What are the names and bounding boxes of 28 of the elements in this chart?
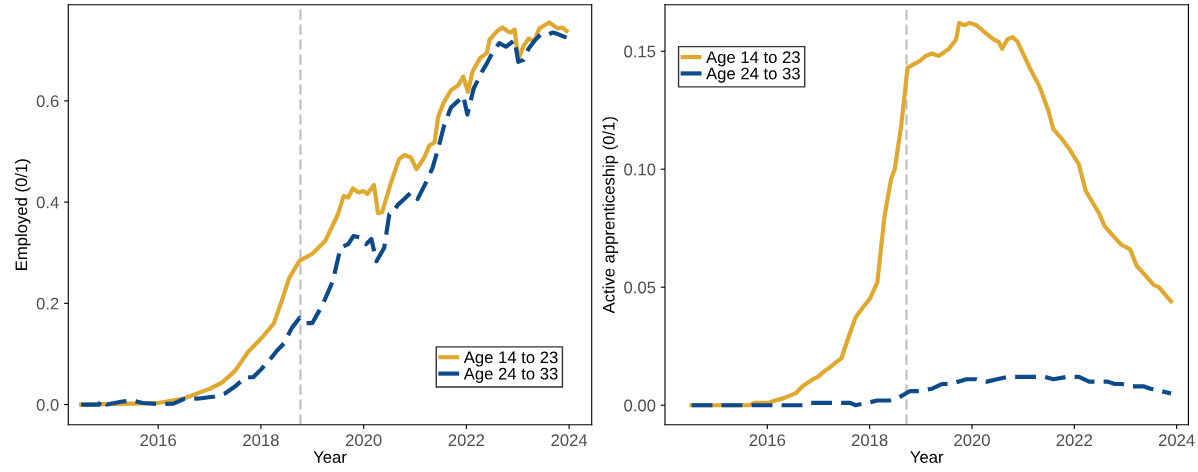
- y-tick-label: 0.2: [36, 297, 59, 310]
- x-tick-label: 2022: [448, 434, 485, 447]
- legend-label: Age 24 to 33: [463, 367, 558, 383]
- x-tick-label: 2024: [551, 434, 588, 447]
- x-axis-title: Year: [313, 451, 347, 463]
- y-tick-label: 0.15: [624, 45, 656, 58]
- x-axis-title: Year: [910, 451, 944, 463]
- y-tick-label: 0.05: [624, 281, 656, 294]
- line-series: [689, 20, 1174, 408]
- x-tick-label: 2022: [1056, 434, 1093, 447]
- y-tick-label: 0.6: [36, 95, 59, 108]
- x-tick-label: 2024: [1158, 434, 1195, 447]
- y-tick-label: 0.10: [624, 163, 656, 176]
- legend-label: Age 24 to 33: [706, 67, 800, 83]
- line-series: [689, 374, 1174, 408]
- y-tick-label: 0.4: [36, 196, 59, 209]
- y-axis-title: Active apprenticeship (0/1): [602, 117, 618, 314]
- legend-label: Age 14 to 23: [463, 351, 558, 367]
- y-tick-label: 0.0: [36, 398, 59, 411]
- legend-label: Age 14 to 23: [706, 51, 800, 67]
- y-axis-title: Employed (0/1): [15, 159, 31, 270]
- x-tick-label: 2020: [954, 434, 990, 447]
- x-tick-label: 2020: [345, 434, 382, 447]
- x-tick-label: 2016: [140, 434, 176, 447]
- x-tick-label: 2018: [243, 434, 279, 447]
- x-tick-label: 2016: [749, 434, 786, 447]
- y-tick-label: 0.00: [624, 399, 656, 412]
- x-tick-label: 2018: [851, 434, 888, 447]
